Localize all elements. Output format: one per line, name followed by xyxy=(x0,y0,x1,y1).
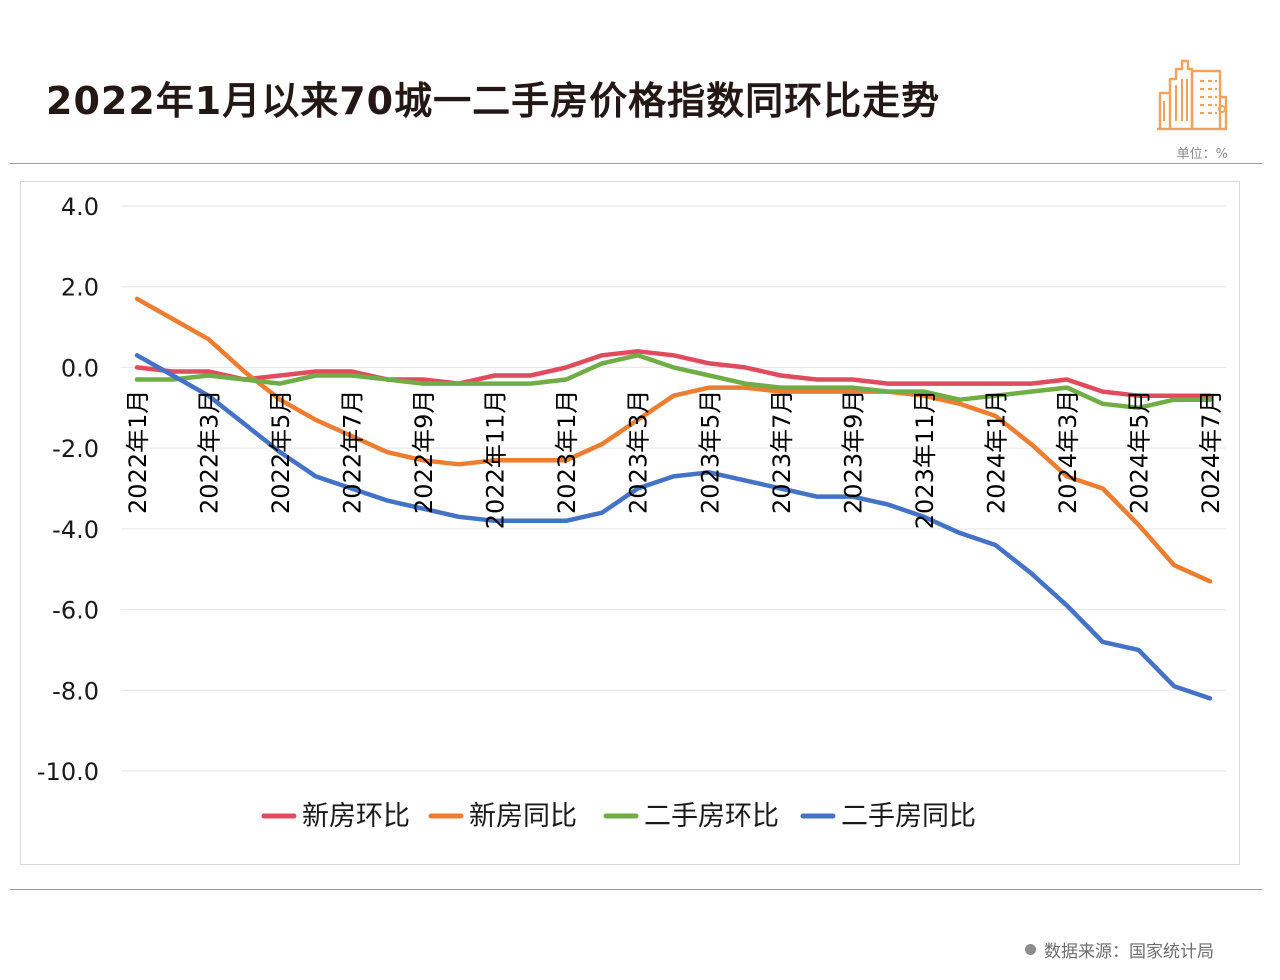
y-tick-label: 4.0 xyxy=(61,193,99,221)
x-tick-label: 2022年9月 xyxy=(410,390,438,514)
bullet-dot-icon xyxy=(1025,944,1036,955)
x-tick-label: 2022年11月 xyxy=(482,390,510,530)
y-tick-label: -6.0 xyxy=(52,597,99,625)
x-tick-label: 2023年9月 xyxy=(839,390,867,514)
y-tick-label: -2.0 xyxy=(52,435,99,463)
footer-divider xyxy=(10,889,1262,890)
legend-label: 二手房同比 xyxy=(841,801,976,832)
legend-label: 二手房环比 xyxy=(644,801,779,832)
x-tick-label: 2024年1月 xyxy=(982,390,1010,514)
unit-label: 单位：% xyxy=(1176,147,1228,162)
y-tick-label: 0.0 xyxy=(61,354,99,382)
source-label: 数据来源：国家统计局 xyxy=(1044,942,1214,962)
x-tick-label: 2024年7月 xyxy=(1197,390,1225,514)
source-note: 数据来源：国家统计局 xyxy=(1025,937,1214,962)
x-tick-label: 2022年1月 xyxy=(124,390,152,514)
series-line xyxy=(134,353,1213,411)
chart-area: 4.0 2.0 0.0 -2.0 -4.0 -6.0 -8.0 -10.0 2022年1月 202… xyxy=(20,181,1240,865)
x-tick-label: 2023年11月 xyxy=(911,390,939,530)
x-tick-label: 2022年7月 xyxy=(339,390,367,514)
header-divider xyxy=(10,163,1262,164)
x-tick-label: 2024年3月 xyxy=(1054,390,1082,514)
x-tick-label: 2022年5月 xyxy=(267,390,295,514)
y-tick-label: -8.0 xyxy=(52,677,99,705)
x-tick-label: 2023年1月 xyxy=(553,390,581,514)
x-tick-label: 2022年3月 xyxy=(196,390,224,514)
line-chart: 4.0 2.0 0.0 -2.0 -4.0 -6.0 -8.0 -10.0 2022年1月 202… xyxy=(37,193,1226,832)
buildings-icon xyxy=(1157,59,1228,131)
series-line xyxy=(134,353,1213,701)
legend-label: 新房环比 xyxy=(302,801,410,832)
x-tick-label: 2023年7月 xyxy=(768,390,796,514)
x-tick-label: 2023年3月 xyxy=(625,390,653,514)
page-title: 2022年1月以来70城一二手房价格指数同环比走势 xyxy=(46,79,941,123)
y-tick-label: 2.0 xyxy=(61,274,99,302)
series-line xyxy=(134,296,1213,584)
x-tick-label: 2023年5月 xyxy=(696,390,724,514)
y-tick-label: -4.0 xyxy=(52,516,99,544)
legend-label: 新房同比 xyxy=(469,801,577,832)
series-line xyxy=(134,349,1213,398)
x-tick-label: 2024年5月 xyxy=(1126,390,1154,514)
y-tick-label: -10.0 xyxy=(37,758,99,786)
